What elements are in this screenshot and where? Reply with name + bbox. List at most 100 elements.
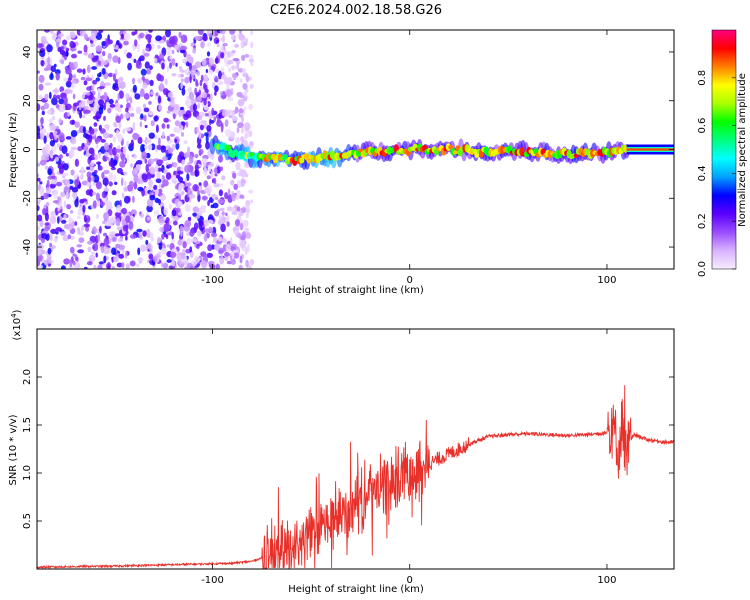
spectrogram-cell: [216, 119, 223, 127]
spectrogram-cell: [145, 47, 150, 52]
spectrogram-cell: [50, 245, 57, 249]
spectrogram-cell: [100, 245, 105, 254]
spectrogram-cell: [139, 88, 145, 98]
spectrogram-cell: [49, 139, 56, 147]
spectrogram-cell: [76, 216, 81, 220]
spectrogram-cell: [86, 86, 93, 91]
spectrogram-cell: [198, 131, 202, 140]
spectrogram-cell: [144, 61, 150, 69]
spectrogram-cell: [243, 106, 247, 110]
spectrogram-cell: [60, 191, 66, 198]
spectrogram-cell: [83, 44, 88, 54]
spectrogram-cell: [115, 217, 121, 227]
spectrogram-cell: [249, 141, 254, 146]
spectrogram-cell: [171, 73, 177, 77]
spectrogram-cell: [53, 130, 58, 135]
spectrogram-cell: [92, 243, 99, 252]
spectrogram-cell: [119, 160, 126, 168]
spectrogram-cell: [155, 178, 162, 184]
spectrogram-cell: [174, 104, 180, 111]
spectrogram-cell: [244, 54, 250, 58]
spectrogram-cell: [204, 181, 208, 188]
spectrogram-cell: [41, 238, 45, 244]
spectrogram-cell: [248, 58, 254, 63]
spectrogram-cell: [44, 93, 49, 101]
spectrogram-cell: [114, 181, 118, 185]
spectrogram-cell: [164, 220, 168, 224]
spectrogram-cell: [137, 257, 144, 263]
spectrogram-cell: [83, 223, 91, 228]
spectrogram-cell: [142, 230, 147, 237]
spectrogram-cell: [168, 220, 172, 224]
spectrogram-cell: [157, 44, 161, 49]
spectrogram-x-tick-label: 0: [407, 275, 413, 286]
spectrogram-cell: [148, 143, 153, 150]
spectrogram-cell: [192, 184, 199, 192]
spectrogram-cell: [197, 257, 201, 262]
spectrogram-cell: [171, 35, 178, 44]
spectrogram-cell: [111, 247, 117, 255]
spectrogram-cell: [213, 183, 220, 188]
spectrogram-cell: [137, 77, 143, 84]
spectrogram-cell: [139, 236, 143, 240]
spectrogram-cell: [171, 260, 176, 267]
spectrogram-cell: [184, 76, 190, 84]
spectrogram-cell: [50, 228, 57, 234]
spectrogram-cell: [162, 263, 169, 269]
spectrogram-cell: [65, 89, 71, 95]
spectrogram-cell: [87, 53, 94, 59]
spectrogram-cell: [125, 107, 129, 113]
spectrogram-cell: [220, 51, 225, 59]
spectrogram-cell: [148, 111, 154, 116]
spectrogram-cell: [38, 83, 44, 91]
spectrogram-cell: [37, 247, 42, 256]
spectrogram-cell: [228, 67, 232, 72]
spectrogram-cell: [89, 43, 96, 47]
spectrogram-cell: [176, 252, 183, 261]
spectrogram-cell: [124, 181, 127, 186]
spectrogram-cell: [93, 264, 97, 269]
spectrogram-cell: [240, 235, 246, 241]
spectrogram-cell: [113, 123, 118, 128]
spectrogram-cell: [186, 182, 192, 187]
spectrogram-cell: [37, 205, 40, 211]
spectrogram-cell: [61, 46, 65, 50]
spectrogram-cell: [53, 94, 57, 99]
spectrogram-cell: [161, 131, 165, 139]
spectrogram-cell: [200, 41, 205, 49]
spectrogram-cell: [107, 58, 111, 63]
spectrogram-cell: [241, 219, 247, 224]
spectrogram-cell: [53, 237, 58, 243]
spectrogram-cell: [48, 118, 53, 124]
spectrogram-cell: [184, 266, 188, 269]
spectrogram-cell: [69, 31, 77, 39]
spectrogram-cell: [112, 136, 117, 142]
spectrogram-cell: [154, 135, 158, 140]
spectrogram-cell: [86, 261, 93, 266]
spectrogram-cell: [68, 217, 73, 224]
spectrogram-cell: [221, 211, 225, 216]
spectrogram-cell: [38, 43, 44, 48]
spectrogram-cell: [125, 235, 128, 241]
spectrogram-cell: [135, 60, 139, 69]
spectrogram-cell: [71, 187, 79, 193]
spectrogram-cell: [68, 265, 73, 269]
spectrogram-cell: [126, 140, 129, 148]
spectrogram-cell: [233, 183, 238, 191]
spectrogram-cell: [58, 33, 65, 37]
spectrogram-cell: [62, 39, 68, 46]
spectrogram-cell: [52, 200, 59, 204]
spectrogram-cell: [98, 99, 104, 106]
spectrogram-cell: [56, 125, 59, 130]
snr-series-line: [37, 385, 674, 569]
spectrogram-cell: [139, 213, 144, 218]
spectrogram-cell: [41, 110, 45, 116]
spectrogram-cell: [219, 166, 223, 171]
spectrogram-cell: [164, 78, 168, 86]
spectrogram-cell: [122, 146, 127, 155]
spectrogram-cell: [123, 186, 128, 192]
spectrogram-cell: [194, 153, 199, 159]
spectrogram-cell: [167, 147, 174, 154]
spectrogram-cell: [133, 181, 138, 190]
